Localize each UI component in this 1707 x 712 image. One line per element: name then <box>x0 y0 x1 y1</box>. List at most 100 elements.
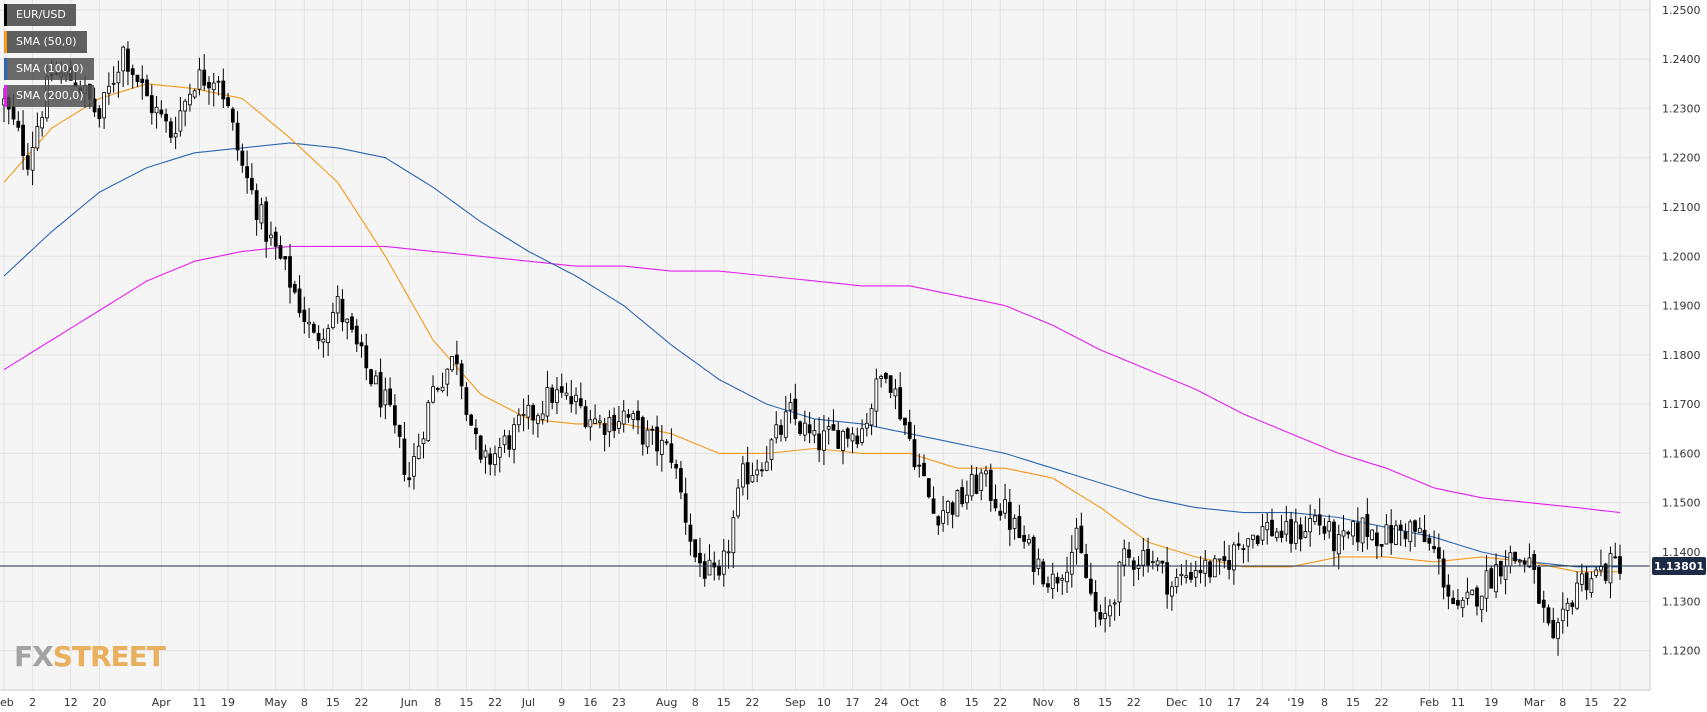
candle <box>536 413 540 438</box>
candle <box>950 500 955 529</box>
candle-body-down <box>1127 549 1131 558</box>
candle-body-down <box>226 97 230 107</box>
candle-body-down <box>998 510 1003 516</box>
candle <box>731 510 736 569</box>
candle <box>307 307 311 339</box>
candle <box>745 446 750 500</box>
candle <box>793 383 798 426</box>
y-tick-label: 1.2200 <box>1662 152 1701 165</box>
candle-body-up <box>1313 515 1317 522</box>
candle-body-up <box>216 80 221 83</box>
candle-body-down <box>311 323 316 333</box>
candle-body-up <box>1217 558 1222 561</box>
candle <box>893 378 898 410</box>
legend-label: EUR/USD <box>16 8 66 21</box>
y-tick-label: 1.1400 <box>1662 546 1701 559</box>
candle-body-up <box>869 408 874 426</box>
candle-body-down <box>650 428 655 431</box>
legend-item-sma200[interactable]: SMA (200,0) <box>4 85 94 107</box>
candle-body-up <box>1203 559 1208 574</box>
candle-body-up <box>750 475 755 483</box>
candle-body-up <box>445 368 450 385</box>
candle <box>25 143 30 176</box>
candle <box>736 478 740 519</box>
candle-body-down <box>1093 591 1098 612</box>
candle-body-up <box>111 82 116 85</box>
candle <box>960 479 965 508</box>
candle-body-down <box>388 388 393 406</box>
candle <box>1098 604 1103 626</box>
candle-body-up <box>102 92 106 119</box>
candle <box>126 41 130 86</box>
candle <box>812 419 817 444</box>
candle-body-down <box>507 435 512 450</box>
candle <box>922 454 926 477</box>
candle-body-down <box>569 396 574 405</box>
candle-body-down <box>688 524 693 542</box>
candle-body-down <box>674 464 679 469</box>
candle <box>516 408 521 433</box>
candle <box>1618 544 1622 580</box>
y-axis-panel <box>1650 0 1707 712</box>
candle-body-down <box>230 108 235 123</box>
legend-item-sma100[interactable]: SMA (100,0) <box>4 58 94 80</box>
candle-body-up <box>1594 569 1599 576</box>
candle <box>1413 519 1417 548</box>
candle-body-up <box>30 147 35 171</box>
candle <box>607 410 612 447</box>
candle <box>574 387 578 415</box>
x-tick-label: 8 <box>1559 696 1566 709</box>
candle-body-down <box>1489 568 1494 589</box>
candle <box>1498 560 1503 585</box>
candle <box>1122 539 1127 577</box>
candle-body-down <box>1222 556 1227 562</box>
candle-body-up <box>1108 605 1112 617</box>
candle <box>1317 498 1322 536</box>
legend-item-eurusd[interactable]: EUR/USD <box>4 4 76 26</box>
candle-body-down <box>1432 546 1436 550</box>
x-axis-panel <box>0 690 1650 712</box>
candle-body-down <box>1513 551 1518 562</box>
candle-body-down <box>831 424 836 431</box>
candle-body-up <box>1284 520 1289 535</box>
candle <box>774 411 779 444</box>
candle-body-down <box>898 387 903 420</box>
candle <box>1541 590 1546 623</box>
candle <box>850 427 855 454</box>
sma-200-line <box>3 245 1621 514</box>
candle <box>416 433 421 460</box>
candle-body-down <box>1618 556 1622 574</box>
candle <box>998 503 1003 521</box>
candle-body-up <box>1394 525 1398 545</box>
candle-body-down <box>683 493 688 523</box>
candle <box>1007 488 1012 546</box>
candle <box>674 459 679 479</box>
candle <box>1336 524 1341 570</box>
candle <box>936 515 941 535</box>
candle <box>984 465 988 487</box>
candle-body-down <box>25 155 30 170</box>
x-tick-label: 8 <box>692 696 699 709</box>
x-tick-label: 20 <box>92 696 106 709</box>
candle <box>464 382 469 422</box>
x-tick-label: 22 <box>1375 696 1389 709</box>
candle-body-up <box>440 386 445 392</box>
candle <box>1270 508 1274 537</box>
legend-item-sma50[interactable]: SMA (50,0) <box>4 31 87 53</box>
x-tick-label: Jul <box>521 696 535 709</box>
candle-body-down <box>1041 561 1046 585</box>
candle <box>364 333 369 381</box>
candle-body-up <box>106 85 111 94</box>
candle <box>245 150 249 194</box>
candle <box>1565 597 1570 627</box>
candle-body-up <box>516 414 521 426</box>
candle <box>145 74 149 97</box>
candle <box>669 428 674 469</box>
candle <box>383 377 388 420</box>
candle-body-down <box>912 439 917 468</box>
candle <box>583 399 588 429</box>
candle-body-down <box>397 424 402 437</box>
candle <box>230 106 235 131</box>
candle <box>183 98 188 127</box>
